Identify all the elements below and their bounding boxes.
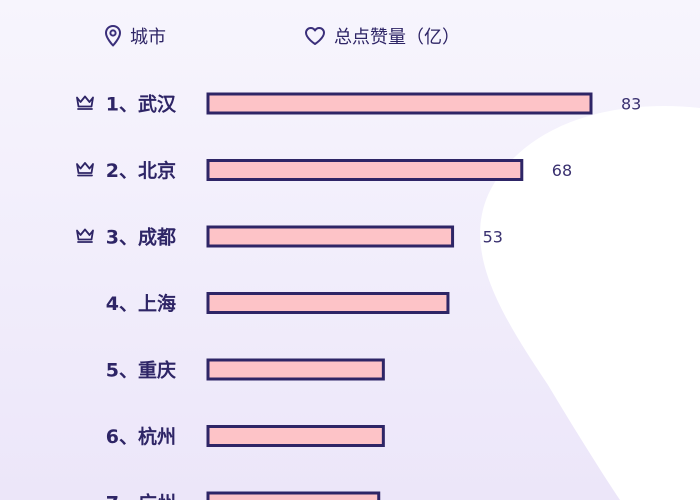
crown-icon	[76, 162, 94, 177]
city-label: 城市	[130, 27, 166, 48]
category-label: 7、广州	[106, 492, 176, 500]
category-label: 6、杭州	[106, 425, 176, 448]
likes-label: 总点赞量（亿）	[334, 27, 460, 48]
bar-row: 5、重庆	[106, 358, 385, 382]
value-label: 53	[483, 228, 503, 247]
category-label: 5、重庆	[106, 359, 176, 382]
bar	[206, 159, 524, 181]
bar-row: 3、成都 53	[76, 225, 503, 249]
bar-row: 6、杭州	[106, 425, 385, 448]
category-label: 4、上海	[106, 292, 176, 315]
bar	[206, 292, 450, 314]
bar-row: 1、武汉 83	[76, 92, 641, 116]
location-pin-icon	[105, 25, 121, 47]
bar	[206, 358, 385, 381]
city-column-header: 城市	[104, 22, 166, 50]
crown-icon	[76, 228, 94, 243]
category-label: 3、成都	[106, 226, 176, 249]
bar	[206, 92, 593, 115]
heart-icon	[305, 27, 325, 45]
value-label: 83	[621, 95, 641, 114]
bar-row: 2、北京 68	[76, 159, 572, 182]
crown-icon	[76, 95, 94, 110]
bar	[206, 491, 381, 500]
category-label: 2、北京	[106, 159, 176, 182]
bar	[206, 225, 455, 248]
bar	[206, 425, 385, 447]
bar-row: 7、广州	[106, 491, 381, 500]
category-label: 1、武汉	[106, 94, 177, 116]
value-label: 68	[552, 161, 572, 180]
bar-row: 4、上海	[106, 292, 450, 315]
likes-column-header: 总点赞量（亿）	[304, 22, 460, 50]
